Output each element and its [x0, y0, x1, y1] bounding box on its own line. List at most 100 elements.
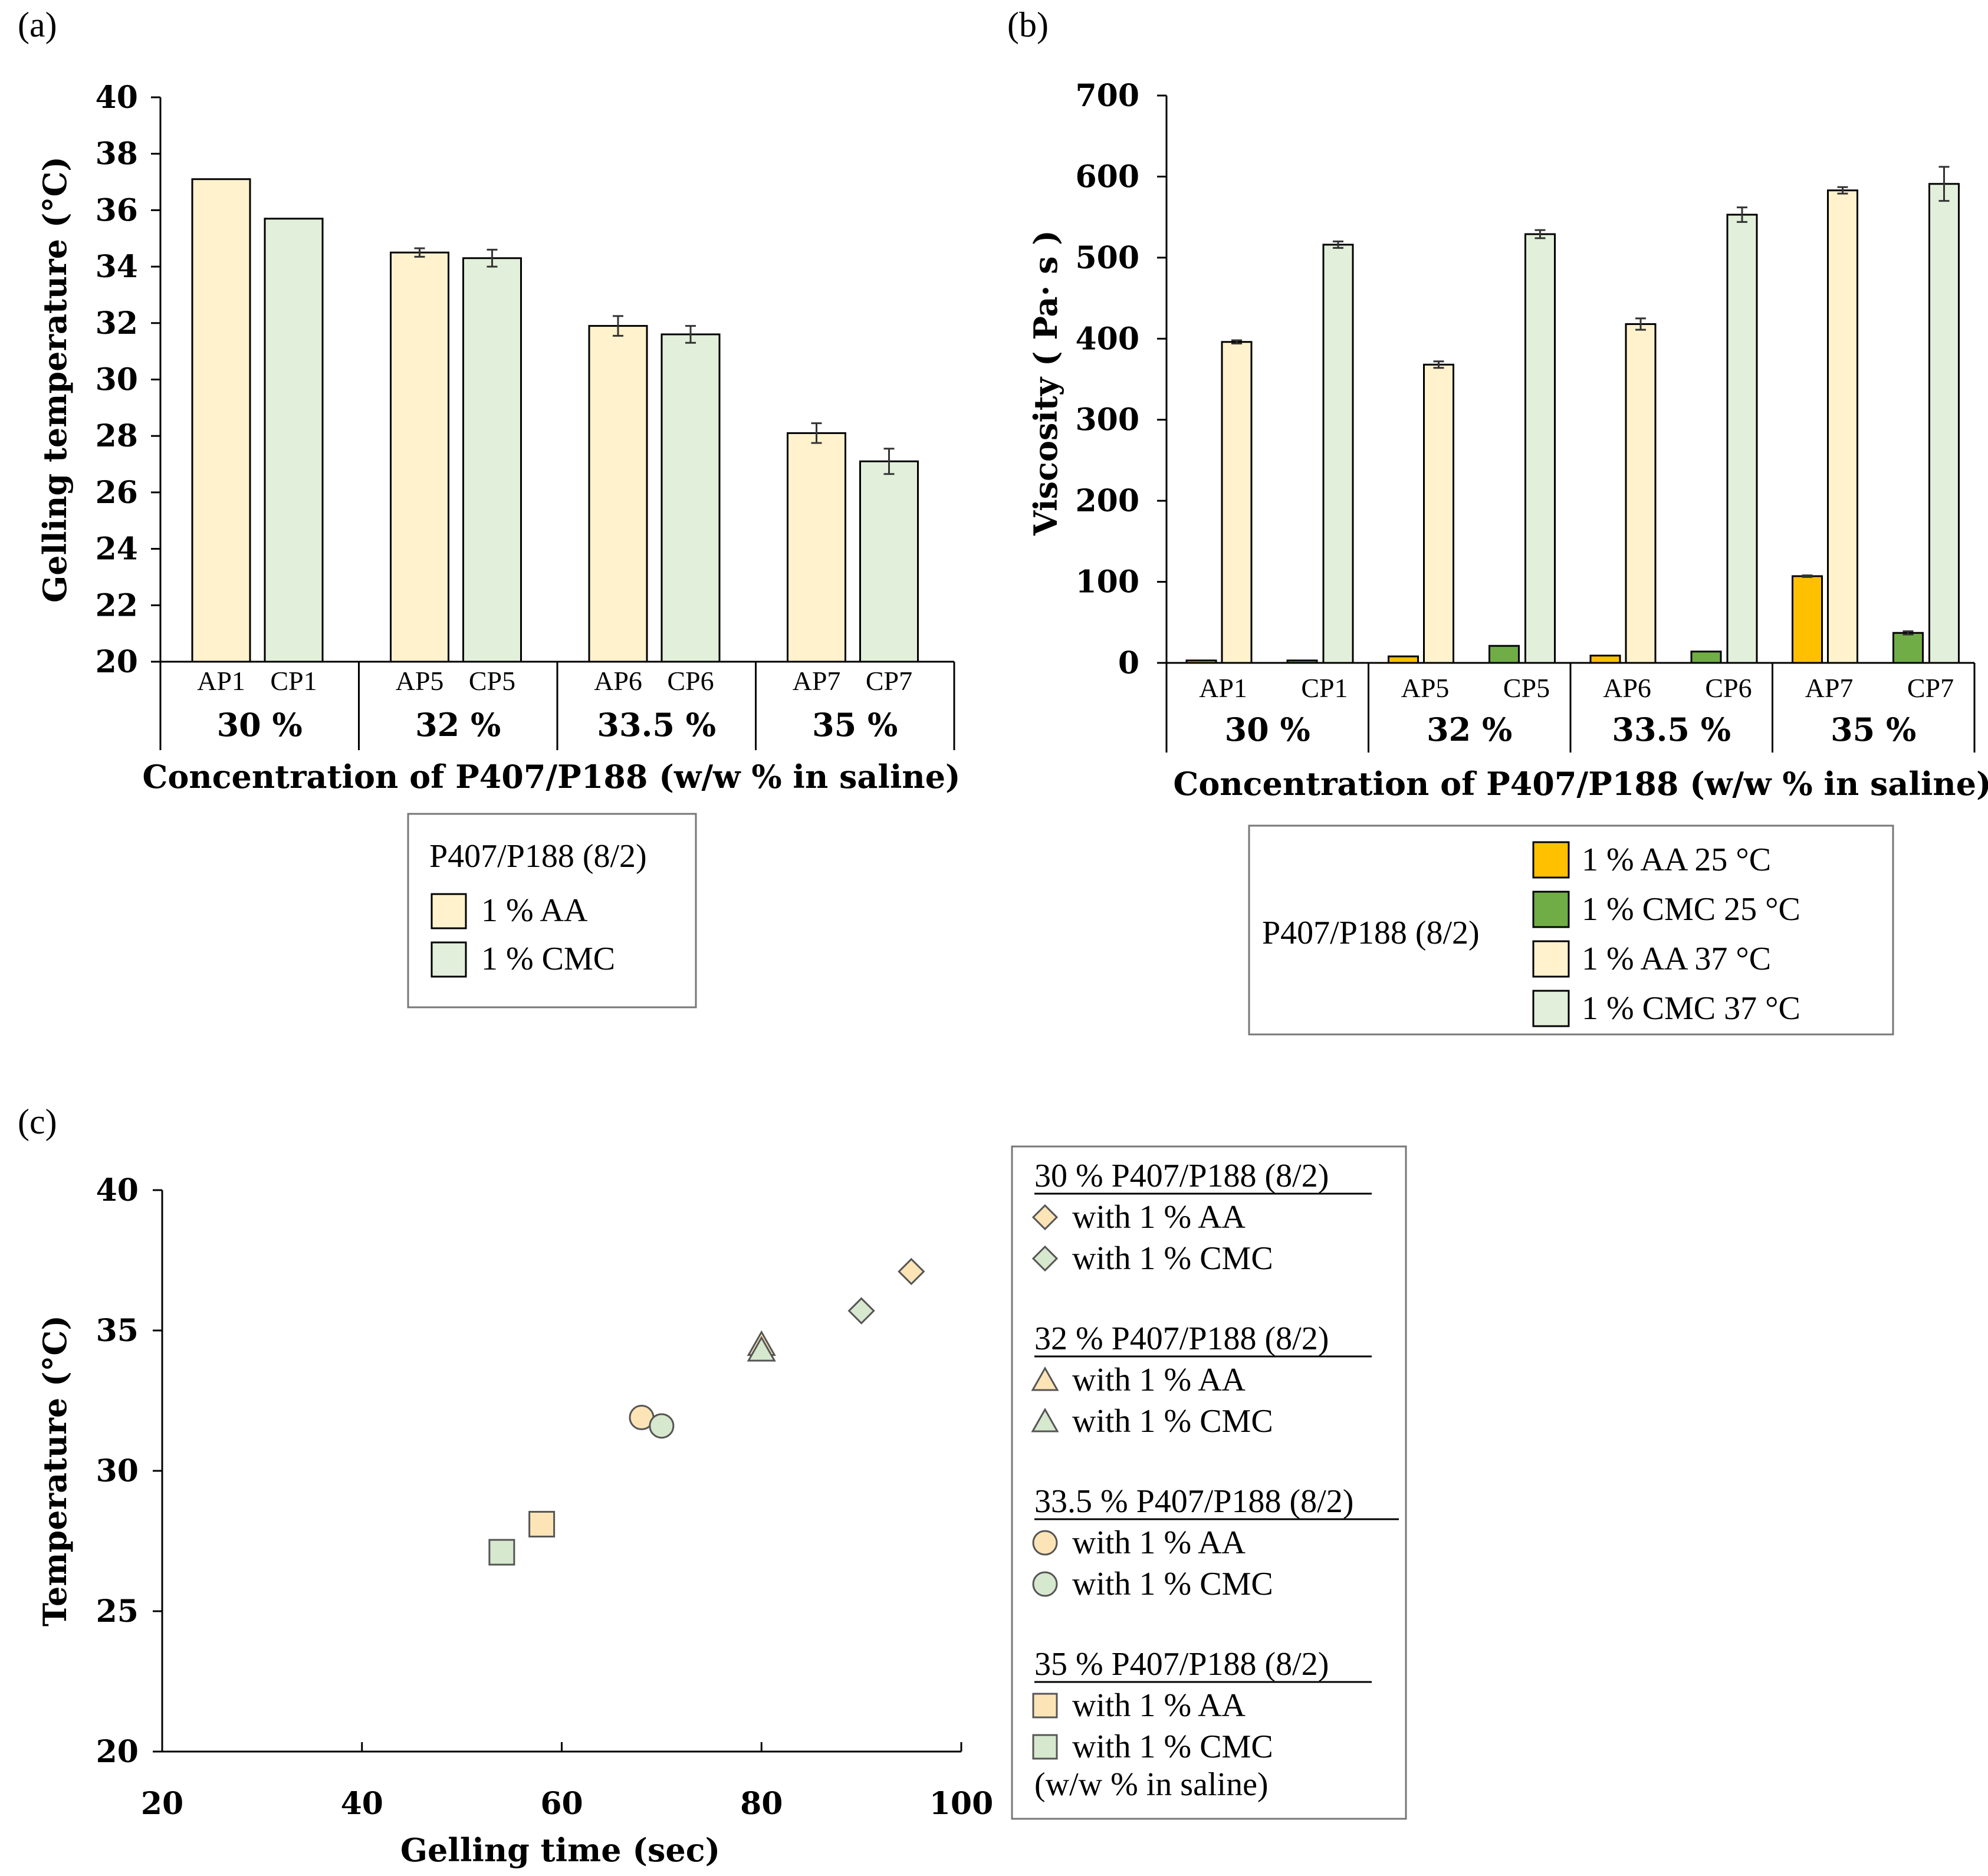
y-tick-label-a: 40 — [96, 80, 138, 116]
legend-marker-c — [1031, 1366, 1059, 1391]
panel-label-c: (c) — [18, 1102, 57, 1141]
y-tick-label-a: 24 — [96, 531, 138, 567]
legend-b: P407/P188 (8/2) 1 % AA 25 °C 1 % CMC 25 °C… — [1248, 824, 1894, 1036]
legend-item-a: 1 % CMC — [481, 941, 615, 977]
group-label-a: 35 % — [812, 706, 898, 744]
legend-swatch-a — [431, 941, 467, 978]
bar-b — [1625, 323, 1657, 664]
legend-marker-c — [1031, 1407, 1059, 1433]
y-tick-label-a: 32 — [96, 305, 138, 341]
bar-b — [1726, 213, 1758, 664]
scatter-point-c — [649, 1413, 675, 1439]
legend-item-c: with 1 % AA — [1072, 1687, 1246, 1724]
y-tick-label-b: 500 — [1075, 240, 1139, 276]
panel-b: (b) 0 100 200 300 400 500 600 700 Viscosity ( Pa·… — [1007, 5, 1988, 1036]
legend-marker-c — [1032, 1734, 1058, 1760]
x-axis-title-c: Gelling time (sec) — [400, 1831, 720, 1869]
x-tick-label-c: 40 — [341, 1786, 383, 1822]
group-label-a: 33.5 % — [597, 706, 716, 744]
bar-a — [264, 218, 324, 663]
legend-marker-c — [1032, 1530, 1058, 1556]
legend-swatch-b — [1532, 990, 1570, 1027]
legend-title-a: P407/P188 (8/2) — [429, 838, 647, 875]
y-tick-label-a: 22 — [96, 587, 138, 623]
category-label-a: AP5 — [396, 666, 444, 696]
y-tick-label-c: 35 — [96, 1313, 139, 1349]
bar-a — [191, 178, 251, 663]
legend-group-title-c: 33.5 % P407/P188 (8/2) — [1034, 1483, 1353, 1520]
category-label-a: CP7 — [866, 666, 912, 696]
bar-b — [1827, 189, 1858, 664]
legend-item-b: 1 % CMC 37 °C — [1582, 990, 1800, 1027]
scatter-point-c — [747, 1336, 776, 1362]
bar-a — [661, 333, 721, 663]
bar-b — [1221, 341, 1253, 664]
y-tick-label-b: 400 — [1075, 321, 1139, 357]
legend-item-c: with 1 % AA — [1072, 1362, 1246, 1398]
y-tick-label-a: 28 — [96, 418, 138, 454]
legend-swatch-b — [1532, 940, 1570, 978]
bar-b — [1322, 244, 1354, 664]
legend-box-b — [1248, 824, 1894, 1036]
y-tick-label-a: 20 — [96, 644, 138, 680]
category-label-b: CP1 — [1301, 673, 1348, 703]
legend-group-title-c: 30 % P407/P188 (8/2) — [1034, 1158, 1329, 1194]
category-label-a: AP6 — [594, 666, 642, 696]
category-label-b: AP5 — [1401, 673, 1450, 703]
bar-b — [1423, 363, 1454, 664]
legend-a: P407/P188 (8/2) 1 % AA 1 % CMC — [407, 813, 697, 1008]
y-tick-label-c: 40 — [96, 1172, 139, 1208]
y-tick-label-c: 25 — [96, 1594, 139, 1629]
category-label-a: AP7 — [793, 666, 841, 696]
legend-swatch-b — [1532, 891, 1570, 928]
bar-a — [462, 257, 522, 663]
bar-b — [1488, 645, 1520, 664]
bar-b — [1388, 655, 1419, 664]
category-label-b: AP1 — [1199, 673, 1247, 703]
scatter-point-c — [488, 1539, 515, 1566]
legend-marker-c — [1031, 1204, 1059, 1231]
group-label-b: 33.5 % — [1612, 711, 1731, 748]
bar-a — [390, 251, 449, 663]
y-tick-label-c: 30 — [96, 1453, 139, 1489]
group-label-a: 30 % — [217, 706, 303, 744]
category-label-a: AP1 — [197, 666, 245, 696]
legend-item-b: 1 % AA 25 °C — [1582, 842, 1771, 878]
y-tick-label-b: 700 — [1075, 78, 1139, 114]
y-tick-label-a: 38 — [96, 136, 138, 172]
y-tick-label-b: 200 — [1075, 483, 1139, 519]
bar-b — [1524, 233, 1556, 664]
legend-marker-c — [1032, 1571, 1058, 1597]
y-axis-title-a: Gelling temperature (°C) — [36, 156, 74, 603]
bar-b — [1286, 659, 1318, 664]
legend-group-title-c: 35 % P407/P188 (8/2) — [1034, 1646, 1329, 1683]
x-axis-title-a: Concentration of P407/P188 (w/w % in sal… — [142, 758, 960, 796]
y-tick-label-a: 34 — [96, 249, 138, 285]
bar-b — [1928, 183, 1960, 664]
category-label-b: CP7 — [1907, 673, 1954, 703]
y-tick-label-b: 300 — [1075, 402, 1139, 438]
y-tick-label-a: 36 — [96, 192, 138, 228]
legend-item-c: with 1 % CMC — [1072, 1403, 1273, 1440]
bar-b — [1792, 575, 1823, 664]
scatter-point-c — [898, 1257, 925, 1286]
legend-marker-c — [1031, 1245, 1059, 1272]
category-label-b: AP6 — [1603, 673, 1651, 703]
group-label-b: 32 % — [1427, 711, 1512, 748]
legend-item-b: 1 % CMC 25 °C — [1582, 891, 1800, 928]
bar-b — [1589, 655, 1621, 664]
panel-c: (c) 20 25 30 35 40 Temperature (°C) 20 40 60 80 100… — [18, 1102, 1407, 1869]
legend-swatch-a — [431, 893, 467, 929]
category-label-a: CP5 — [469, 666, 515, 696]
x-tick-label-c: 80 — [740, 1786, 783, 1822]
bar-a — [859, 460, 919, 663]
legend-item-c: with 1 % CMC — [1072, 1240, 1273, 1277]
panel-label-b: (b) — [1007, 5, 1049, 44]
legend-swatch-b — [1532, 841, 1570, 879]
panel-label-a: (a) — [18, 5, 57, 44]
bar-b — [1185, 659, 1217, 664]
legend-group-title-c: 32 % P407/P188 (8/2) — [1034, 1320, 1329, 1357]
category-label-a: CP6 — [667, 666, 714, 696]
panel-a: (a) 20 22 24 26 28 30 32 34 36 38 40 Gelling tempera… — [18, 5, 961, 1008]
